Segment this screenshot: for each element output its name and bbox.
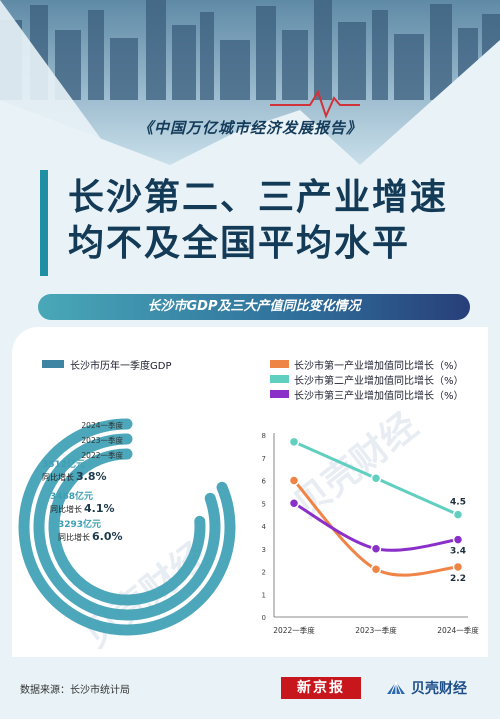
legend-secondary: 长沙市第二产业增加值同比增长（%） [294,376,464,387]
beike-logo: 贝壳财经 [385,678,467,698]
data-point [370,563,382,575]
ring-bar [48,448,206,606]
hero-banner [0,0,500,165]
chart-subtitle: 长沙市GDP及三大产值同比变化情况 [147,299,361,314]
chart-card: 贝壳财经 贝壳财经 长沙市历年一季度GDP 长沙市第一产业增加值同比增长（%） … [12,327,488,657]
ring-bar [18,418,236,636]
data-point [452,534,464,545]
headline-block: 长沙第二、三产业增速 均不及全国平均水平 [40,170,480,276]
y-tick-label: 4 [262,523,267,531]
city-skyline-image [0,0,500,165]
headline-line-1: 长沙第二、三产业增速 [68,177,449,218]
ring-value-label: 3512亿元 [42,458,85,470]
headline-line-2: 均不及全国平均水平 [68,223,411,264]
ring-value-label: 3293亿元 [58,518,101,530]
ring-value-label: 3468亿元 [50,490,93,502]
growth-line-chart: 0 1 2 3 4 5 6 7 8 2022一季度 2023一季度 2024一季度 2.2 4.5 3.4 [262,432,480,635]
data-point [370,472,382,484]
data-point [452,561,464,573]
pulse-line-icon [270,89,360,119]
ring-growth-value: 3.8% [76,470,107,483]
shell-icon [387,681,405,695]
series-line [292,479,459,577]
end-data-label: 4.5 [450,498,466,508]
ring-growth-value: 6.0% [92,530,123,543]
y-tick-label: 8 [262,432,266,440]
data-point [452,509,464,520]
legend-swatch-gdp [42,360,64,368]
y-tick-label: 2 [262,569,266,577]
ring-growth-value: 4.1% [84,502,115,515]
data-source: 数据来源：长沙市统计局 [20,685,130,696]
legend-primary: 长沙市第一产业增加值同比增长（%） [294,361,464,372]
data-point [370,543,382,554]
legend-swatch-tertiary [270,390,289,398]
ring-growth-prefix: 同比增长 [58,532,90,542]
x-tick-label: 2024一季度 [437,625,479,635]
legend-swatch-secondary [270,375,289,383]
ring-bar [33,433,221,621]
headline-accent-bar [40,170,48,276]
data-point [288,436,300,448]
xinjingbao-logo: 新京报 [281,677,361,699]
y-tick-label: 6 [262,478,267,486]
ring-category-label: 2024一季度 [81,420,123,430]
ring-growth-prefix: 同比增长 [50,504,82,514]
report-title: 《中国万亿城市经济发展报告》 [137,119,362,137]
y-tick-label: 7 [262,455,266,463]
subtitle-banner: 长沙市GDP及三大产值同比变化情况 [38,294,470,320]
legend-tertiary: 长沙市第三产业增加值同比增长（%） [294,391,464,402]
x-tick-label: 2023一季度 [355,625,397,635]
data-point [288,498,300,509]
ring-category-label: 2023一季度 [81,435,123,445]
end-data-label: 2.2 [450,574,466,584]
y-tick-label: 1 [262,591,266,599]
x-tick-label: 2022一季度 [273,625,315,635]
y-tick-label: 0 [262,614,266,622]
data-point [288,475,300,486]
end-data-label: 3.4 [450,547,466,557]
ring-growth-prefix: 同比增长 [42,472,74,482]
legend-gdp: 长沙市历年一季度GDP [70,361,172,372]
ring-category-label: 2022一季度 [81,450,123,460]
y-tick-label: 3 [262,546,266,554]
legend-swatch-primary [270,360,289,368]
beike-logo-text: 贝壳财经 [411,681,467,697]
y-tick-label: 5 [262,500,266,508]
